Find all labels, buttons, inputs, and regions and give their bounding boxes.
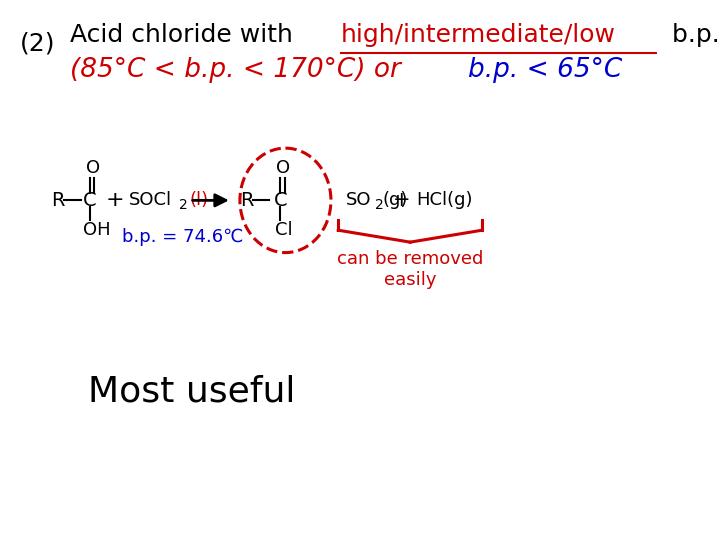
Text: 2: 2 [375,198,384,212]
Text: +: + [393,191,411,211]
Text: b.p. < 65°C: b.p. < 65°C [468,57,622,83]
Text: (l): (l) [190,191,209,210]
Text: OH: OH [84,221,111,239]
Text: b.p. = 74.6℃: b.p. = 74.6℃ [122,228,243,246]
Text: high/intermediate/low: high/intermediate/low [341,23,616,48]
Text: HCl(g): HCl(g) [417,191,473,210]
Text: C: C [84,191,97,210]
Text: Cl: Cl [276,221,293,239]
Text: (g): (g) [383,191,408,210]
Text: (85°C < b.p. < 170°C) or: (85°C < b.p. < 170°C) or [70,57,409,83]
Text: (2): (2) [19,31,55,55]
Text: O: O [276,159,290,177]
Text: +: + [106,191,125,211]
Text: SOCl: SOCl [129,191,172,210]
Text: C: C [274,191,287,210]
Text: SO: SO [346,191,371,210]
Text: R: R [51,191,65,210]
Text: R: R [240,191,253,210]
Text: Most useful: Most useful [88,374,295,408]
Text: can be removed
easily: can be removed easily [337,250,483,289]
Text: b.p.: b.p. [664,23,720,48]
Text: Acid chloride with: Acid chloride with [70,23,300,48]
Text: O: O [86,159,100,177]
Text: 2: 2 [179,198,188,212]
